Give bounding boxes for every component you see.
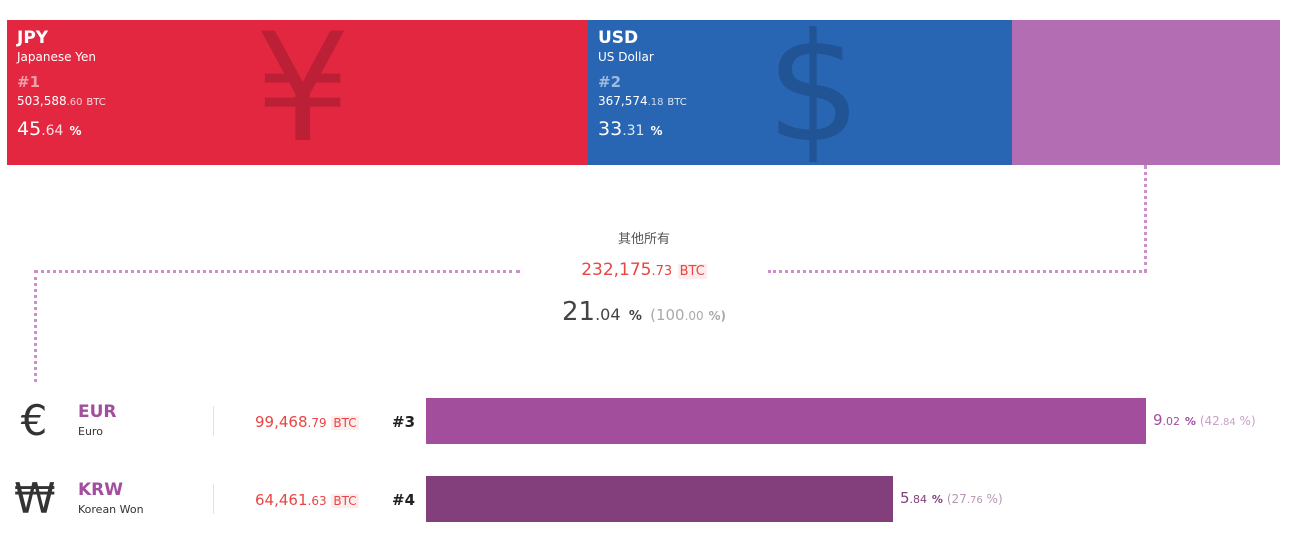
row-currency-name: Korean Won — [78, 503, 144, 516]
segment-amount: 503,588.60 BTC — [17, 94, 106, 108]
segment-jpy[interactable]: ¥ JPY Japanese Yen #1 503,588.60 BTC 45.… — [7, 20, 588, 165]
row-rank: #3 — [392, 413, 416, 431]
segment-usd[interactable]: $ USD US Dollar #2 367,574.18 BTC 33.31 … — [588, 20, 1012, 165]
row-eur[interactable]: € EUR Euro 99,468.79 BTC #3 9.02 % (42.84… — [0, 396, 1290, 446]
row-divider — [213, 484, 214, 514]
top-stacked-bar: ¥ JPY Japanese Yen #1 503,588.60 BTC 45.… — [7, 20, 1280, 165]
row-amount: 64,461.63 BTC — [255, 491, 359, 509]
connector-left-vertical — [34, 270, 37, 382]
others-percent: 21.04 % (100.00 %) — [562, 297, 726, 327]
segment-percent: 45.64 % — [17, 118, 82, 140]
others-label: 其他所有 — [617, 232, 670, 247]
connector-right-horizontal — [768, 270, 1147, 273]
row-code: KRW — [78, 480, 124, 500]
euro-icon: € — [20, 396, 48, 445]
row-percent: 5.84 % (27.76 %) — [900, 489, 1003, 507]
others-amount: 232,175.73 BTC — [581, 260, 707, 280]
segment-name: Japanese Yen — [17, 50, 97, 64]
row-code: EUR — [78, 402, 117, 422]
others-subpercent: (100.00 %) — [650, 306, 726, 324]
segment-code: JPY — [17, 28, 49, 48]
segment-rank: #1 — [17, 73, 41, 91]
segment-others[interactable] — [1012, 20, 1280, 165]
segment-rank: #2 — [598, 73, 622, 91]
row-percent: 9.02 % (42.84 %) — [1153, 411, 1256, 429]
segment-name: US Dollar — [598, 50, 654, 64]
row-currency-name: Euro — [78, 425, 103, 438]
row-rank: #4 — [392, 491, 416, 509]
others-summary: 其他所有 232,175.73 BTC 21.04 % (100.00 %) — [520, 230, 768, 333]
connector-right-vertical — [1144, 165, 1147, 273]
row-amount: 99,468.79 BTC — [255, 413, 359, 431]
yen-icon: ¥ — [255, 20, 351, 165]
row-krw[interactable]: ₩ KRW Korean Won 64,461.63 BTC #4 5.84 %… — [0, 474, 1290, 524]
row-divider — [213, 406, 214, 436]
segment-code: USD — [598, 28, 639, 48]
dollar-icon: $ — [766, 20, 862, 165]
connector-left-horizontal — [34, 270, 520, 273]
row-bar[interactable] — [426, 476, 893, 522]
row-bar[interactable] — [426, 398, 1146, 444]
segment-amount: 367,574.18 BTC — [598, 94, 687, 108]
segment-percent: 33.31 % — [598, 118, 663, 140]
won-icon: ₩ — [14, 474, 56, 523]
